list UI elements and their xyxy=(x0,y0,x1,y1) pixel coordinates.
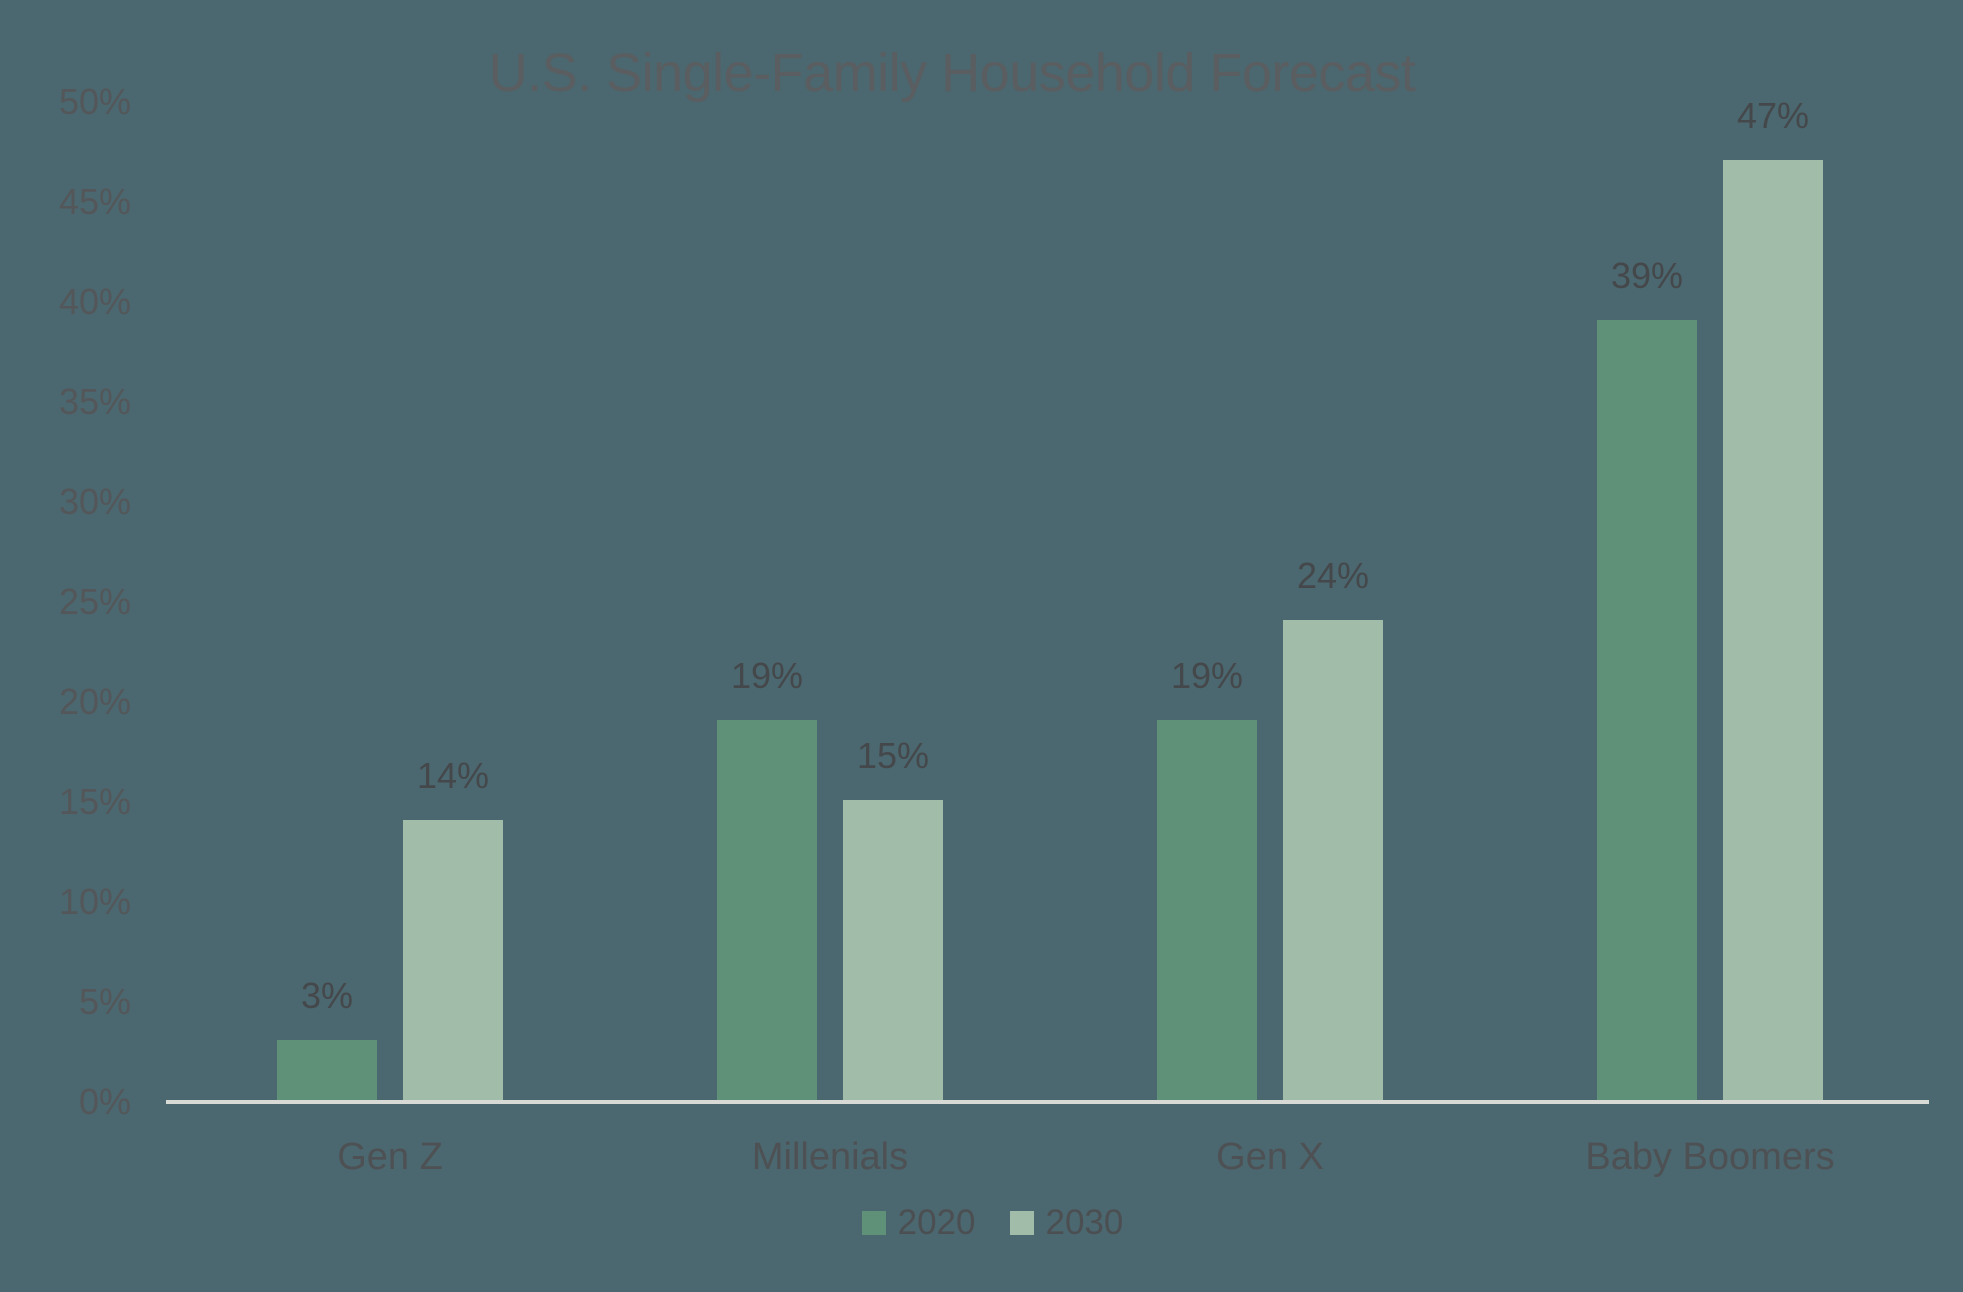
bar-2020-millenials xyxy=(717,720,817,1100)
bar-value-label-2030-millenials: 15% xyxy=(856,735,930,776)
x-axis-category-label-gen-x: Gen X xyxy=(1216,1136,1324,1178)
chart-title: U.S. Single-Family Household Forecast xyxy=(488,43,1416,103)
y-axis-tick-label: 15% xyxy=(58,781,131,822)
bar-value-label-2020-millenials: 19% xyxy=(730,655,804,696)
bar-value-label-2020-gen-z: 3% xyxy=(300,975,354,1016)
y-axis-tick-label: 50% xyxy=(58,81,131,122)
x-axis-category-label-gen-z: Gen Z xyxy=(337,1136,443,1178)
y-axis-tick-label: 20% xyxy=(58,681,131,722)
x-axis-category-label-millenials: Millenials xyxy=(751,1136,909,1178)
bar-value-label-2030-gen-z: 14% xyxy=(416,755,490,796)
bar-2030-gen-z xyxy=(403,820,503,1100)
legend-label-2030: 2030 xyxy=(1045,1203,1124,1242)
legend-label-2020: 2020 xyxy=(897,1203,976,1242)
bar-value-label-2030-baby-boomers: 47% xyxy=(1736,95,1810,136)
y-axis-tick-label: 30% xyxy=(58,481,131,522)
legend-swatch-2020 xyxy=(861,1211,886,1235)
y-axis-tick-label: 0% xyxy=(78,1081,131,1122)
legend: 2020 2030 xyxy=(11,1203,1963,1243)
y-axis-tick-label: 40% xyxy=(58,281,131,322)
y-axis-tick-label: 45% xyxy=(58,181,131,222)
bar-2030-gen-x xyxy=(1283,620,1383,1100)
x-axis-line xyxy=(166,1100,1929,1104)
legend-swatch-2030 xyxy=(1009,1211,1034,1235)
bar-2020-gen-x xyxy=(1157,720,1257,1100)
bar-2020-baby-boomers xyxy=(1597,320,1697,1100)
legend-item-2030: 2030 xyxy=(1009,1203,1124,1243)
y-axis-tick-label: 35% xyxy=(58,381,131,422)
bar-value-label-2020-gen-x: 19% xyxy=(1170,655,1244,696)
y-axis-tick-label: 25% xyxy=(58,581,131,622)
bar-2030-millenials xyxy=(843,800,943,1100)
x-axis-category-label-baby-boomers: Baby Boomers xyxy=(1585,1136,1835,1178)
y-axis-tick-label: 5% xyxy=(78,981,131,1022)
y-axis-tick-label: 10% xyxy=(58,881,131,922)
bar-value-label-2030-gen-x: 24% xyxy=(1296,555,1370,596)
bar-2030-baby-boomers xyxy=(1723,160,1823,1100)
legend-item-2020: 2020 xyxy=(861,1203,976,1243)
bar-value-label-2020-baby-boomers: 39% xyxy=(1610,255,1684,296)
bar-2020-gen-z xyxy=(277,1040,377,1100)
